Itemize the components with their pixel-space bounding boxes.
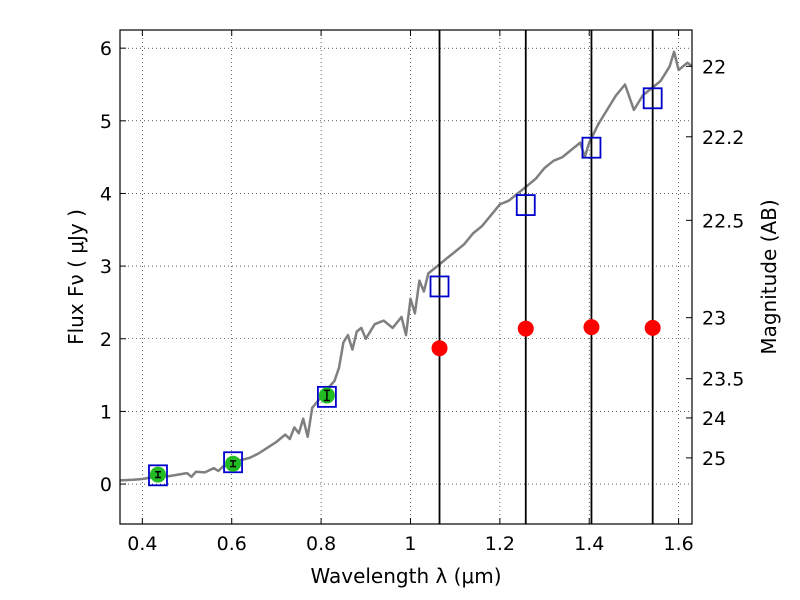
y-tick-label: 5	[100, 111, 112, 133]
y-tick-label: 6	[100, 38, 112, 60]
x-tick-label: 1.6	[663, 533, 693, 555]
markers	[148, 87, 663, 487]
y-tick-label: 0	[100, 474, 112, 496]
circle-marker	[583, 319, 600, 336]
y2-axis: 22 22.2 22.5 23 23.5 24 25	[686, 56, 744, 470]
square-marker	[642, 87, 663, 110]
x-tick-label: 0.8	[306, 533, 336, 555]
circle-marker	[517, 320, 534, 337]
circle-marker	[644, 319, 661, 336]
grid	[120, 30, 692, 524]
magnitude-tick-label: 25	[702, 448, 726, 470]
y-tick-label: 1	[100, 401, 112, 423]
y-axis: 0 1 2 3 4 5 6	[100, 38, 126, 496]
x-axis: 0.4 0.6 0.8 1 1.2 1.4 1.6	[127, 30, 694, 555]
plot-frame	[119, 29, 693, 525]
magnitude-tick-label: 22	[702, 56, 726, 78]
y-tick-label: 2	[100, 329, 112, 351]
x-tick-label: 1.4	[574, 533, 604, 555]
square-marker	[581, 136, 602, 159]
x-axis-label: Wavelength λ (μm)	[310, 564, 501, 588]
y-tick-label: 4	[100, 183, 112, 205]
x-tick-label: 1.2	[485, 533, 515, 555]
x-tick-label: 0.6	[217, 533, 247, 555]
magnitude-tick-label: 22.5	[702, 210, 744, 232]
y-axis-label: Flux Fν ( μJy )	[64, 209, 88, 345]
plot-background	[120, 30, 692, 524]
magnitude-tick-label: 23.5	[702, 369, 744, 391]
x-tick-label: 0.4	[127, 533, 157, 555]
square-marker	[429, 275, 450, 298]
square-marker	[223, 451, 243, 474]
x-tick-label: 1	[404, 533, 416, 555]
square-marker	[317, 385, 337, 408]
y2-axis-label: Magnitude (AB)	[757, 199, 781, 354]
square-marker	[148, 464, 168, 487]
circle-marker	[431, 340, 448, 357]
magnitude-tick-label: 22.2	[702, 127, 744, 149]
y-tick-label: 3	[100, 256, 112, 278]
magnitude-tick-label: 24	[702, 408, 726, 430]
magnitude-tick-label: 23	[702, 308, 726, 330]
square-marker	[515, 194, 536, 216]
